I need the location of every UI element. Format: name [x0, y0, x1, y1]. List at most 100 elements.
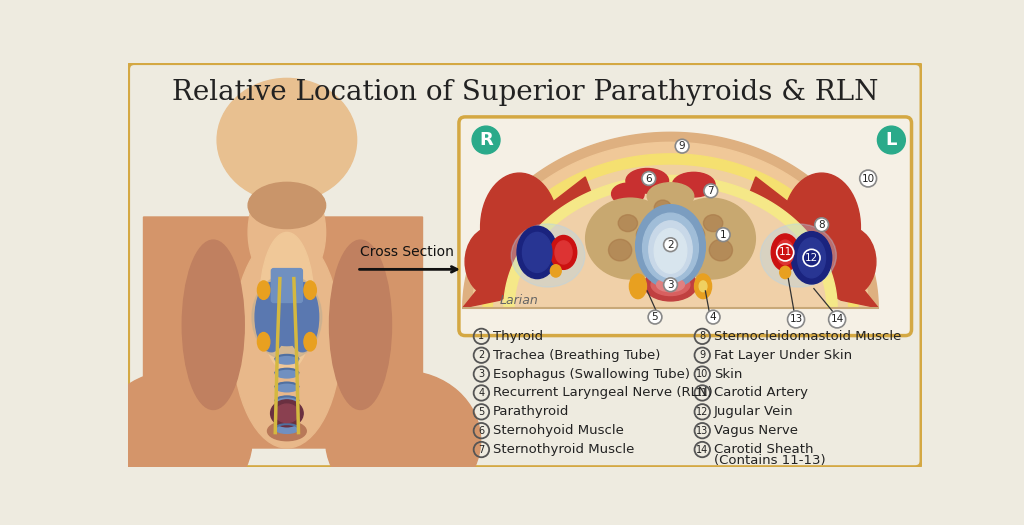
- Text: Skin: Skin: [714, 368, 742, 381]
- Ellipse shape: [286, 282, 318, 352]
- Text: Parathyroid: Parathyroid: [493, 405, 569, 418]
- Ellipse shape: [522, 233, 552, 272]
- Text: 13: 13: [696, 426, 709, 436]
- Ellipse shape: [644, 269, 697, 301]
- Text: 14: 14: [696, 445, 709, 455]
- Circle shape: [472, 126, 500, 154]
- Text: 9: 9: [679, 141, 685, 151]
- Ellipse shape: [703, 215, 723, 232]
- Ellipse shape: [670, 250, 687, 266]
- FancyBboxPatch shape: [271, 269, 302, 302]
- Ellipse shape: [779, 266, 791, 279]
- Ellipse shape: [550, 236, 577, 269]
- Text: Larian: Larian: [500, 293, 539, 307]
- Text: 14: 14: [830, 314, 844, 324]
- Ellipse shape: [275, 410, 299, 419]
- Ellipse shape: [783, 173, 860, 281]
- Ellipse shape: [275, 355, 299, 364]
- Text: 2: 2: [668, 240, 674, 250]
- Ellipse shape: [232, 233, 341, 448]
- Text: 8: 8: [699, 331, 706, 341]
- Ellipse shape: [654, 200, 672, 215]
- Text: Sternohyoid Muscle: Sternohyoid Muscle: [493, 424, 624, 437]
- FancyBboxPatch shape: [459, 117, 911, 335]
- Text: 7: 7: [478, 445, 484, 455]
- Text: 5: 5: [651, 312, 658, 322]
- Text: 10: 10: [861, 173, 874, 184]
- Polygon shape: [504, 175, 838, 308]
- Text: 1: 1: [478, 331, 484, 341]
- Ellipse shape: [654, 228, 687, 273]
- Polygon shape: [515, 186, 825, 308]
- Ellipse shape: [511, 224, 585, 287]
- Text: L: L: [886, 131, 897, 149]
- Text: 3: 3: [668, 280, 674, 290]
- Ellipse shape: [611, 183, 644, 205]
- Ellipse shape: [257, 332, 270, 351]
- Text: Esophagus (Swallowing Tube): Esophagus (Swallowing Tube): [493, 368, 690, 381]
- Text: 4: 4: [478, 388, 484, 398]
- Text: Trachea (Breathing Tube): Trachea (Breathing Tube): [493, 349, 660, 362]
- Text: 10: 10: [696, 369, 709, 379]
- Polygon shape: [463, 177, 597, 308]
- Ellipse shape: [649, 221, 692, 278]
- Ellipse shape: [699, 281, 707, 292]
- Ellipse shape: [304, 281, 316, 299]
- Ellipse shape: [267, 422, 306, 440]
- Text: Thyroid: Thyroid: [493, 330, 543, 343]
- Ellipse shape: [517, 226, 557, 279]
- Text: Jugular Vein: Jugular Vein: [714, 405, 794, 418]
- Ellipse shape: [673, 172, 715, 197]
- Ellipse shape: [260, 233, 314, 371]
- Text: 11: 11: [696, 388, 709, 398]
- Ellipse shape: [636, 225, 658, 245]
- Text: 7: 7: [708, 186, 714, 196]
- Ellipse shape: [667, 198, 756, 279]
- Circle shape: [878, 126, 905, 154]
- Ellipse shape: [275, 369, 299, 378]
- Text: 6: 6: [645, 173, 652, 184]
- Ellipse shape: [656, 278, 684, 292]
- Ellipse shape: [798, 238, 825, 278]
- Ellipse shape: [326, 371, 480, 510]
- Ellipse shape: [275, 404, 299, 423]
- Ellipse shape: [304, 332, 316, 351]
- Ellipse shape: [555, 241, 572, 264]
- Ellipse shape: [821, 227, 876, 296]
- Ellipse shape: [275, 424, 299, 433]
- Text: 12: 12: [805, 253, 818, 263]
- Text: 6: 6: [478, 426, 484, 436]
- Ellipse shape: [271, 332, 302, 345]
- Ellipse shape: [480, 173, 558, 281]
- Ellipse shape: [465, 227, 519, 296]
- Text: Relative Location of Superior Parathyroids & RLN: Relative Location of Superior Parathyroi…: [172, 79, 878, 106]
- Ellipse shape: [792, 232, 831, 284]
- Ellipse shape: [647, 183, 693, 209]
- Ellipse shape: [608, 239, 632, 261]
- Text: 3: 3: [478, 369, 484, 379]
- Text: Recurrent Laryngeal Nerve (RLN): Recurrent Laryngeal Nerve (RLN): [493, 386, 713, 400]
- Ellipse shape: [771, 234, 799, 271]
- Polygon shape: [143, 217, 423, 448]
- Ellipse shape: [651, 274, 690, 296]
- Text: 9: 9: [699, 350, 706, 360]
- Polygon shape: [473, 142, 868, 308]
- Ellipse shape: [257, 281, 270, 299]
- Ellipse shape: [626, 169, 669, 193]
- Text: 1: 1: [720, 230, 726, 240]
- Text: 2: 2: [478, 350, 484, 360]
- Ellipse shape: [683, 225, 705, 245]
- Ellipse shape: [270, 400, 303, 427]
- Text: Carotid Artery: Carotid Artery: [714, 386, 808, 400]
- Text: 4: 4: [710, 312, 717, 322]
- Ellipse shape: [636, 205, 706, 288]
- Ellipse shape: [710, 239, 732, 261]
- Text: 8: 8: [818, 219, 825, 230]
- Ellipse shape: [275, 396, 299, 406]
- Text: Vagus Nerve: Vagus Nerve: [714, 424, 798, 437]
- Ellipse shape: [330, 240, 391, 410]
- Polygon shape: [744, 177, 879, 308]
- Text: 5: 5: [478, 407, 484, 417]
- Ellipse shape: [97, 371, 252, 510]
- Text: 12: 12: [696, 407, 709, 417]
